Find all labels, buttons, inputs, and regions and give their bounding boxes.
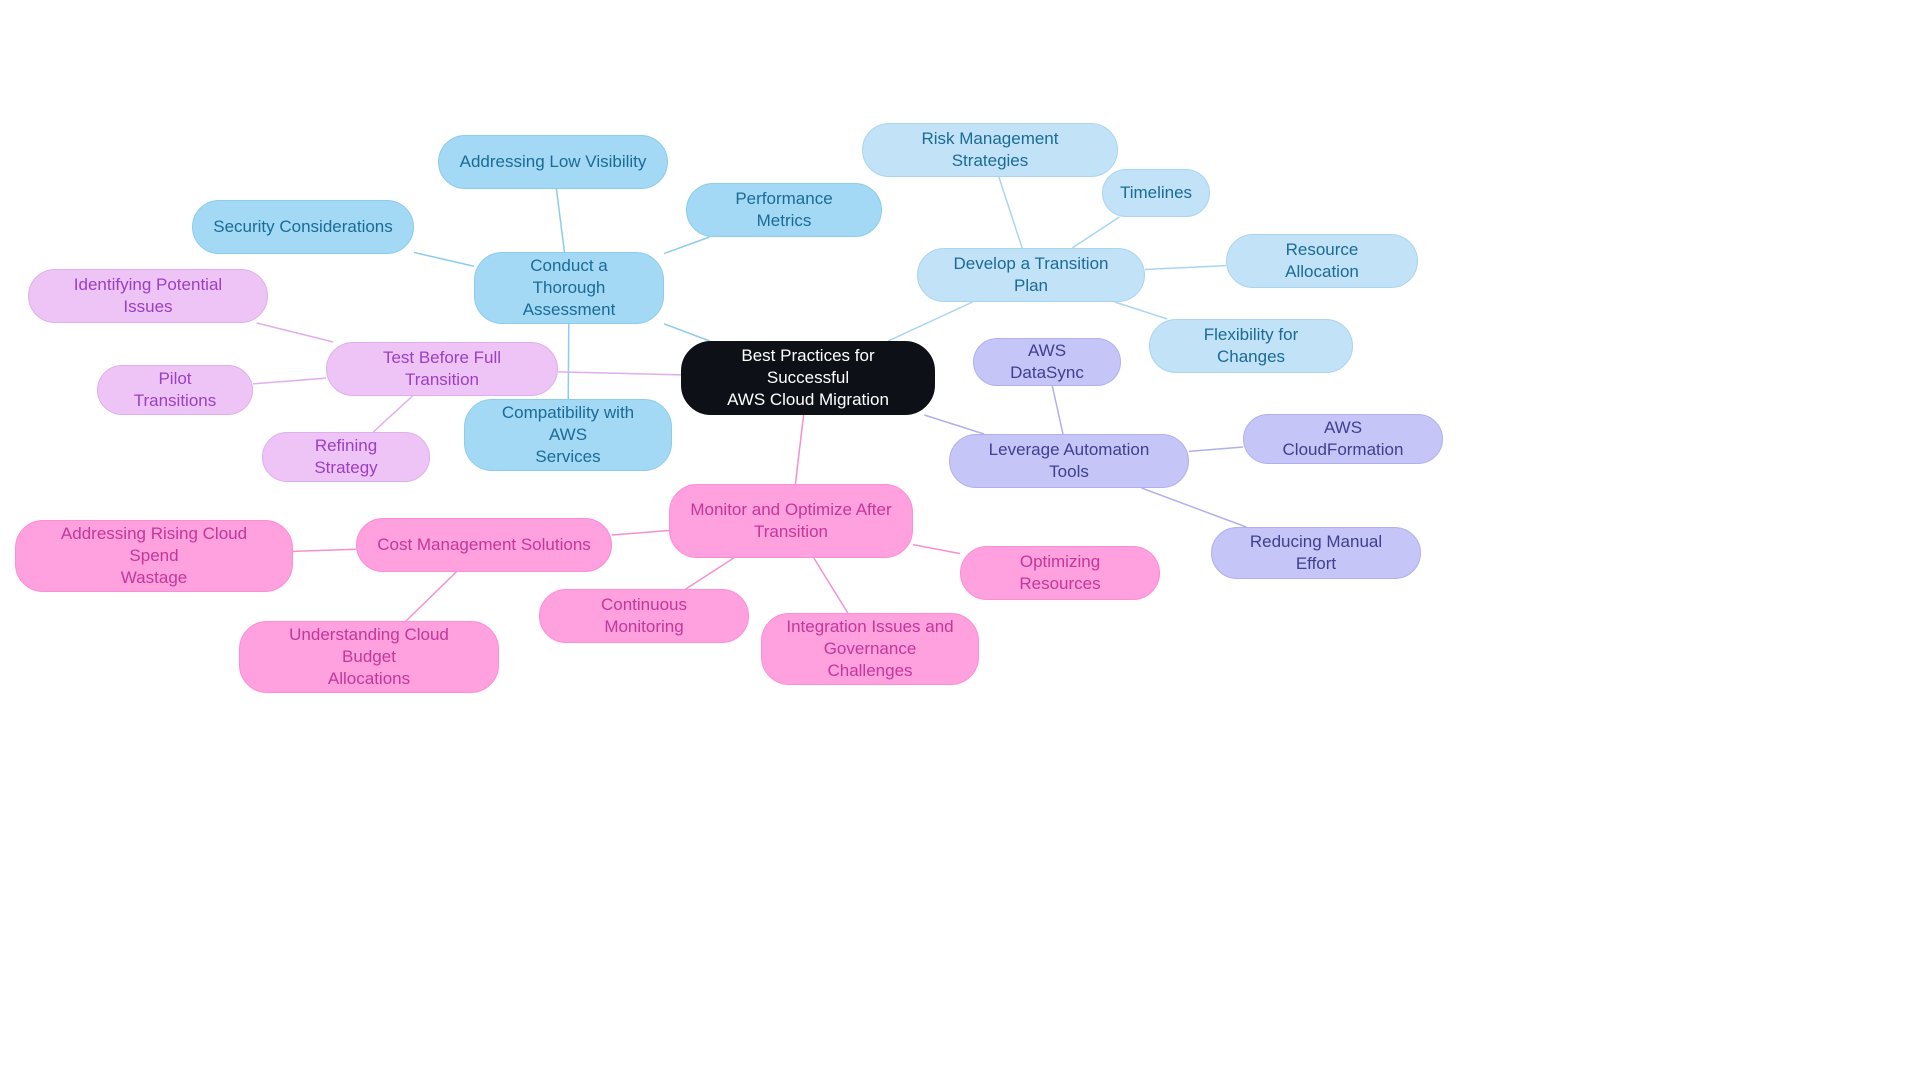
node-pilot: Pilot Transitions (97, 365, 253, 415)
edge (924, 415, 984, 434)
node-label: Timelines (1120, 182, 1192, 204)
edge (1115, 302, 1168, 319)
node-refine: Refining Strategy (262, 432, 430, 482)
node-label: Compatibility with AWSServices (485, 402, 651, 468)
node-optres: Optimizing Resources (960, 546, 1160, 600)
edge (373, 396, 412, 432)
edge (406, 572, 456, 621)
node-label: AWS CloudFormation (1264, 417, 1422, 461)
node-label: Test Before Full Transition (347, 347, 537, 391)
node-wastage: Addressing Rising Cloud SpendWastage (15, 520, 293, 592)
edge (913, 545, 960, 554)
node-test: Test Before Full Transition (326, 342, 558, 396)
node-security: Security Considerations (192, 200, 414, 254)
node-label: Resource Allocation (1247, 239, 1397, 283)
node-perf: Performance Metrics (686, 183, 882, 237)
node-contmon: Continuous Monitoring (539, 589, 749, 643)
edge (612, 531, 669, 535)
edge (1072, 217, 1119, 248)
node-label: Pilot Transitions (118, 368, 232, 412)
node-label: Cost Management Solutions (377, 534, 591, 556)
node-label: Continuous Monitoring (560, 594, 728, 638)
edge (293, 549, 356, 551)
edge (1189, 447, 1243, 451)
edge (558, 372, 681, 375)
node-plan: Develop a Transition Plan (917, 248, 1145, 302)
node-risk: Risk Management Strategies (862, 123, 1118, 177)
node-label: Identifying Potential Issues (49, 274, 247, 318)
node-label: Addressing Rising Cloud SpendWastage (36, 523, 272, 589)
node-resalloc: Resource Allocation (1226, 234, 1418, 288)
edge (414, 252, 474, 266)
node-auto: Leverage Automation Tools (949, 434, 1189, 488)
node-cloudformation: AWS CloudFormation (1243, 414, 1443, 464)
node-label: Flexibility for Changes (1170, 324, 1332, 368)
edge (1145, 266, 1226, 270)
node-label: Leverage Automation Tools (970, 439, 1168, 483)
edge (568, 324, 569, 399)
edge (1141, 488, 1246, 527)
edge (795, 415, 803, 484)
node-costmgmt: Cost Management Solutions (356, 518, 612, 572)
node-label: Optimizing Resources (981, 551, 1139, 595)
node-reducemanual: Reducing Manual Effort (1211, 527, 1421, 579)
node-budget: Understanding Cloud BudgetAllocations (239, 621, 499, 693)
node-label: AWS DataSync (994, 340, 1100, 384)
edge (999, 177, 1022, 248)
node-label: Addressing Low Visibility (460, 151, 647, 173)
node-flex: Flexibility for Changes (1149, 319, 1353, 373)
node-assess: Conduct a ThoroughAssessment (474, 252, 664, 324)
node-low-vis: Addressing Low Visibility (438, 135, 668, 189)
node-label: Performance Metrics (707, 188, 861, 232)
edge (556, 189, 564, 252)
edge (814, 558, 848, 613)
edge (888, 302, 972, 341)
node-label: Reducing Manual Effort (1232, 531, 1400, 575)
edge (664, 324, 710, 341)
edge (253, 378, 326, 384)
node-label: Refining Strategy (283, 435, 409, 479)
node-center: Best Practices for SuccessfulAWS Cloud M… (681, 341, 935, 415)
node-label: Conduct a ThoroughAssessment (495, 255, 643, 321)
node-identify: Identifying Potential Issues (28, 269, 268, 323)
node-compat: Compatibility with AWSServices (464, 399, 672, 471)
node-label: Best Practices for SuccessfulAWS Cloud M… (702, 345, 914, 411)
node-label: Monitor and Optimize AfterTransition (690, 499, 891, 543)
node-label: Integration Issues andGovernance Challen… (782, 616, 958, 682)
node-datasync: AWS DataSync (973, 338, 1121, 386)
node-label: Security Considerations (213, 216, 393, 238)
edge (257, 323, 334, 342)
edge (1052, 386, 1063, 434)
node-label: Understanding Cloud BudgetAllocations (260, 624, 478, 690)
node-label: Risk Management Strategies (883, 128, 1097, 172)
edge (664, 237, 710, 254)
node-integgov: Integration Issues andGovernance Challen… (761, 613, 979, 685)
edge (686, 558, 734, 589)
node-label: Develop a Transition Plan (938, 253, 1124, 297)
node-timelines: Timelines (1102, 169, 1210, 217)
node-monitor: Monitor and Optimize AfterTransition (669, 484, 913, 558)
